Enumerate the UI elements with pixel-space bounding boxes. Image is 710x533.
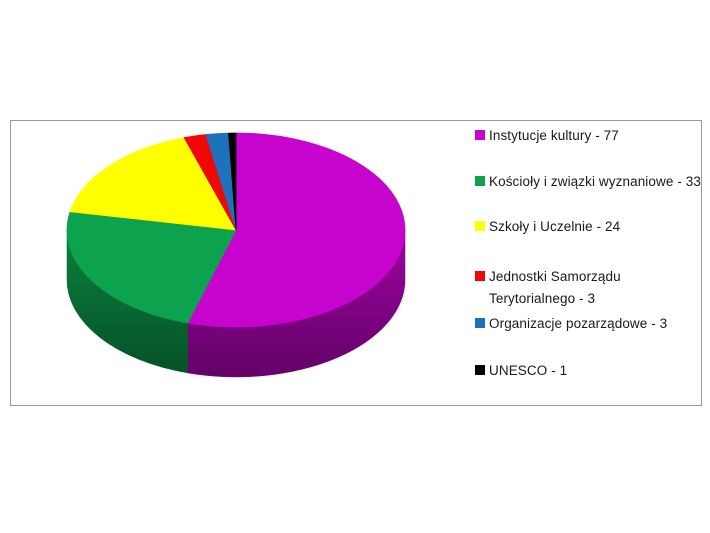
legend-color-swatch [475,176,485,186]
legend-item: Jednostki Samorządu Terytorialnego - 3 [475,266,701,310]
legend-color-swatch [475,221,485,231]
legend-label: Jednostki Samorządu Terytorialnego - 3 [489,269,621,306]
legend-label: Organizacje pozarządowe - 3 [489,316,668,331]
legend-item: Szkoły i Uczelnie - 24 [475,216,701,238]
legend-color-swatch [475,318,485,328]
legend-label: Instytucje kultury - 77 [489,128,619,143]
legend-label: Szkoły i Uczelnie - 24 [489,219,621,234]
legend-label: Kościoły i związki wyznaniowe - 33 [489,174,701,189]
legend-label: UNESCO - 1 [489,363,568,378]
legend-item: Instytucje kultury - 77 [475,125,701,147]
legend-color-swatch [475,130,485,140]
legend-color-swatch [475,365,485,375]
legend-item: UNESCO - 1 [475,360,701,382]
legend-item: Organizacje pozarządowe - 3 [475,313,701,335]
legend-color-swatch [475,271,485,281]
legend-item: Kościoły i związki wyznaniowe - 33 [475,171,701,193]
